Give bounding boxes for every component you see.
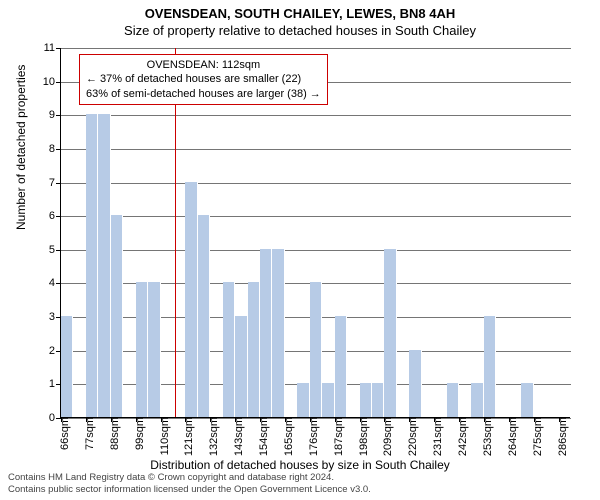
x-tick-label: 275sqm xyxy=(532,417,544,456)
histogram-bar xyxy=(484,316,496,417)
histogram-bar xyxy=(384,249,396,417)
histogram-bar xyxy=(310,282,322,417)
annotation-title: OVENSDEAN: 112sqm xyxy=(86,58,321,72)
x-tick-label: 121sqm xyxy=(183,417,195,456)
gridline xyxy=(61,250,571,251)
gridline xyxy=(61,149,571,150)
y-tick xyxy=(56,115,61,116)
chart-container: OVENSDEAN, SOUTH CHAILEY, LEWES, BN8 4AH… xyxy=(0,0,600,500)
x-tick-label: 209sqm xyxy=(382,417,394,456)
y-axis-title: Number of detached properties xyxy=(14,65,28,230)
x-tick-label: 231sqm xyxy=(432,417,444,456)
y-tick-label: 8 xyxy=(31,143,55,155)
y-tick-label: 11 xyxy=(31,42,55,54)
histogram-bar xyxy=(111,215,123,417)
x-tick-label: 198sqm xyxy=(358,417,370,456)
gridline xyxy=(61,183,571,184)
histogram-bar xyxy=(297,383,309,417)
x-tick-label: 77sqm xyxy=(84,417,96,450)
x-tick-label: 143sqm xyxy=(233,417,245,456)
x-tick-label: 286sqm xyxy=(557,417,569,456)
y-tick xyxy=(56,283,61,284)
histogram-bar xyxy=(447,383,459,417)
x-tick-label: 242sqm xyxy=(457,417,469,456)
histogram-bar xyxy=(248,282,260,417)
y-tick xyxy=(56,82,61,83)
y-tick-label: 1 xyxy=(31,378,55,390)
y-tick xyxy=(56,216,61,217)
histogram-bar xyxy=(335,316,347,417)
histogram-bar xyxy=(61,316,73,417)
y-tick-label: 3 xyxy=(31,311,55,323)
histogram-bar xyxy=(185,182,197,417)
x-tick-label: 264sqm xyxy=(507,417,519,456)
title-subtitle: Size of property relative to detached ho… xyxy=(0,21,600,38)
histogram-bar xyxy=(198,215,210,417)
y-tick xyxy=(56,183,61,184)
y-tick-label: 4 xyxy=(31,277,55,289)
annotation-smaller: ← 37% of detached houses are smaller (22… xyxy=(86,72,321,86)
histogram-bar xyxy=(360,383,372,417)
y-tick-label: 6 xyxy=(31,210,55,222)
x-tick-label: 220sqm xyxy=(407,417,419,456)
gridline xyxy=(61,48,571,49)
y-tick xyxy=(56,250,61,251)
histogram-bar xyxy=(235,316,247,417)
x-axis-title: Distribution of detached houses by size … xyxy=(0,458,600,472)
gridline xyxy=(61,216,571,217)
histogram-bar xyxy=(372,383,384,417)
histogram-bar xyxy=(471,383,483,417)
plot-region: 0123456789101166sqm77sqm88sqm99sqm110sqm… xyxy=(60,48,570,418)
x-tick-label: 110sqm xyxy=(159,417,171,455)
y-tick-label: 0 xyxy=(31,412,55,424)
title-address: OVENSDEAN, SOUTH CHAILEY, LEWES, BN8 4AH xyxy=(0,0,600,21)
y-tick-label: 2 xyxy=(31,345,55,357)
y-tick-label: 9 xyxy=(31,109,55,121)
histogram-bar xyxy=(521,383,533,417)
histogram-bar xyxy=(409,350,421,417)
chart-area: 0123456789101166sqm77sqm88sqm99sqm110sqm… xyxy=(60,48,570,418)
annotation-larger: 63% of semi-detached houses are larger (… xyxy=(86,87,321,101)
x-tick-label: 253sqm xyxy=(482,417,494,456)
x-tick-label: 187sqm xyxy=(333,417,345,456)
y-tick-label: 5 xyxy=(31,244,55,256)
histogram-bar xyxy=(223,282,235,417)
footer-attribution: Contains HM Land Registry data © Crown c… xyxy=(8,472,592,496)
histogram-bar xyxy=(148,282,160,417)
footer-line-1: Contains HM Land Registry data © Crown c… xyxy=(8,472,592,484)
y-tick xyxy=(56,48,61,49)
histogram-bar xyxy=(86,114,98,417)
annotation-box: OVENSDEAN: 112sqm← 37% of detached house… xyxy=(79,54,328,105)
x-tick-label: 154sqm xyxy=(258,417,270,456)
x-tick-label: 99sqm xyxy=(134,417,146,450)
histogram-bar xyxy=(136,282,148,417)
y-tick-label: 7 xyxy=(31,177,55,189)
x-tick-label: 132sqm xyxy=(208,417,220,456)
x-tick-label: 176sqm xyxy=(308,417,320,456)
x-tick-label: 165sqm xyxy=(283,417,295,456)
histogram-bar xyxy=(98,114,110,417)
histogram-bar xyxy=(272,249,284,417)
y-tick-label: 10 xyxy=(31,76,55,88)
gridline xyxy=(61,115,571,116)
histogram-bar xyxy=(260,249,272,417)
x-tick-label: 66sqm xyxy=(59,417,71,450)
x-tick-label: 88sqm xyxy=(109,417,121,450)
y-tick xyxy=(56,149,61,150)
footer-line-2: Contains public sector information licen… xyxy=(8,484,592,496)
histogram-bar xyxy=(322,383,334,417)
